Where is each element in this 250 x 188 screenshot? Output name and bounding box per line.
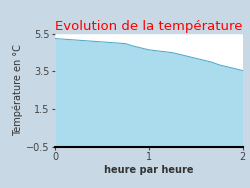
X-axis label: heure par heure: heure par heure bbox=[104, 165, 194, 175]
Y-axis label: Température en °C: Température en °C bbox=[13, 44, 23, 136]
Title: Evolution de la température: Evolution de la température bbox=[55, 20, 242, 33]
